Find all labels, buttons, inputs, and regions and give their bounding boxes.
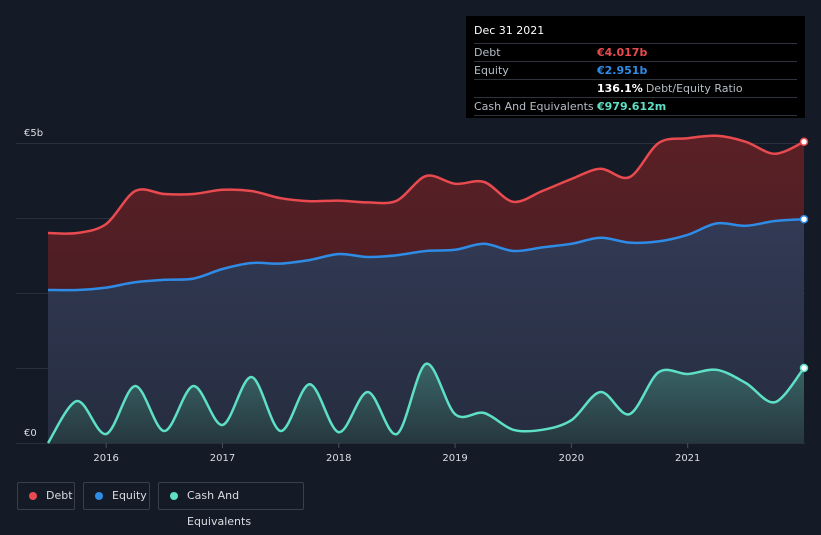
- equity-area: [48, 219, 804, 443]
- tooltip-ratio-value: 136.1% Debt/Equity Ratio: [597, 80, 743, 97]
- series-lines: [46, 134, 805, 444]
- x-tick-label: 2018: [326, 453, 351, 464]
- cash-endpoint-marker[interactable]: [799, 363, 809, 373]
- legend-debt-label: Debt: [46, 489, 73, 502]
- tooltip-debt-label: Debt: [474, 46, 501, 59]
- series-areas: [48, 135, 804, 443]
- legend-equity-label: Equity: [112, 489, 147, 502]
- tooltip-row-equity: Equity €2.951b: [474, 62, 797, 80]
- cash-dot-icon: [170, 492, 178, 500]
- x-tick-label: 2021: [675, 453, 700, 464]
- legend-cash-label: Cash And Equivalents: [187, 489, 252, 528]
- x-axis-ticks: 2016 2017 2018 2019 2020 2021: [93, 443, 700, 464]
- equity-dot-icon: [95, 492, 103, 500]
- cash-line: [46, 362, 805, 444]
- debt-line: [47, 134, 805, 235]
- tooltip-cash-value: €979.612m: [597, 100, 667, 113]
- tooltip-equity-value: €2.951b: [597, 64, 648, 77]
- equity-line: [47, 217, 805, 292]
- legend-item-cash[interactable]: Cash And Equivalents: [158, 482, 304, 528]
- tooltip-row-cash: Cash And Equivalents €979.612m: [474, 98, 797, 116]
- x-tick-label: 2017: [210, 453, 235, 464]
- tooltip-cash-label: Cash And Equivalents: [474, 100, 594, 113]
- tooltip-date: Dec 31 2021: [474, 22, 797, 44]
- ratio-number: 136.1%: [597, 82, 643, 95]
- x-tick-label: 2016: [93, 453, 118, 464]
- y-axis-min-label: €0: [24, 428, 37, 439]
- x-tick-label: 2020: [559, 453, 584, 464]
- x-tick-label: 2019: [442, 453, 467, 464]
- series-endpoints: [799, 137, 809, 373]
- equity-endpoint-marker[interactable]: [799, 214, 809, 224]
- tooltip-equity-label: Equity: [474, 64, 509, 77]
- tooltip-row-debt: Debt €4.017b: [474, 44, 797, 62]
- tooltip-panel: Dec 31 2021 Debt €4.017b Equity €2.951b …: [466, 16, 805, 118]
- tooltip-debt-value: €4.017b: [597, 46, 648, 59]
- legend-item-debt[interactable]: Debt: [17, 482, 75, 510]
- debt-endpoint-marker[interactable]: [799, 137, 809, 147]
- debt-dot-icon: [29, 492, 37, 500]
- legend-item-equity[interactable]: Equity: [83, 482, 150, 510]
- tooltip-row-ratio: 136.1% Debt/Equity Ratio: [474, 80, 797, 98]
- y-axis-max-label: €5b: [24, 128, 43, 139]
- ratio-caption: Debt/Equity Ratio: [645, 82, 743, 95]
- cash-area: [48, 363, 804, 443]
